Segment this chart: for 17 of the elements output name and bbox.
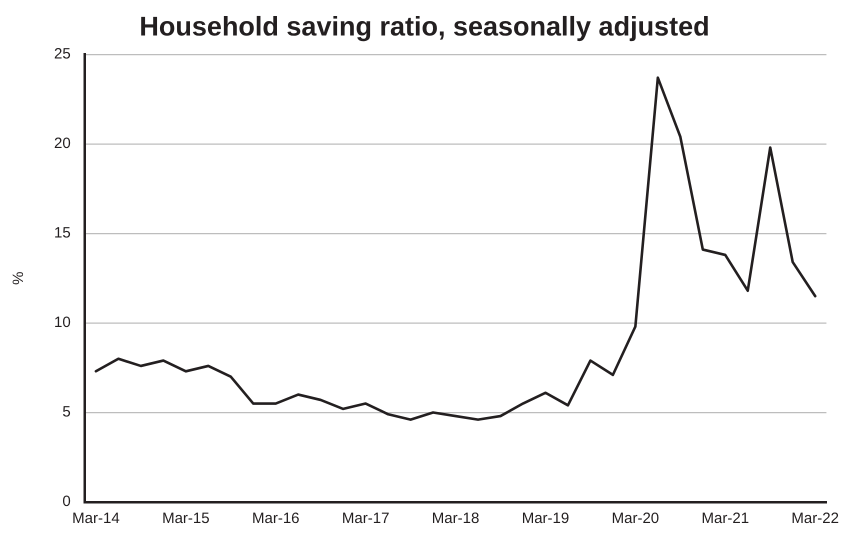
x-tick-label: Mar-22 [791,510,839,528]
x-tick-label: Mar-21 [702,510,750,528]
x-tick-label: Mar-17 [342,510,390,528]
y-tick-label: 20 [54,135,71,152]
y-tick-label: 0 [62,493,71,510]
x-tick-label: Mar-19 [522,510,570,528]
y-tick-label: 15 [54,224,71,242]
y-tick-label: 25 [54,46,71,63]
x-tick-label: Mar-16 [252,510,300,528]
y-tick-label: 10 [54,314,71,332]
y-axis-title: % [10,272,28,285]
x-tick-label: Mar-15 [162,510,210,528]
chart-title: Household saving ratio, seasonally adjusted [139,12,710,42]
x-tick-label: Mar-20 [612,510,660,528]
x-tick-label: Mar-14 [72,510,120,528]
x-tick-label: Mar-18 [432,510,480,528]
y-tick-label: 5 [62,404,71,421]
